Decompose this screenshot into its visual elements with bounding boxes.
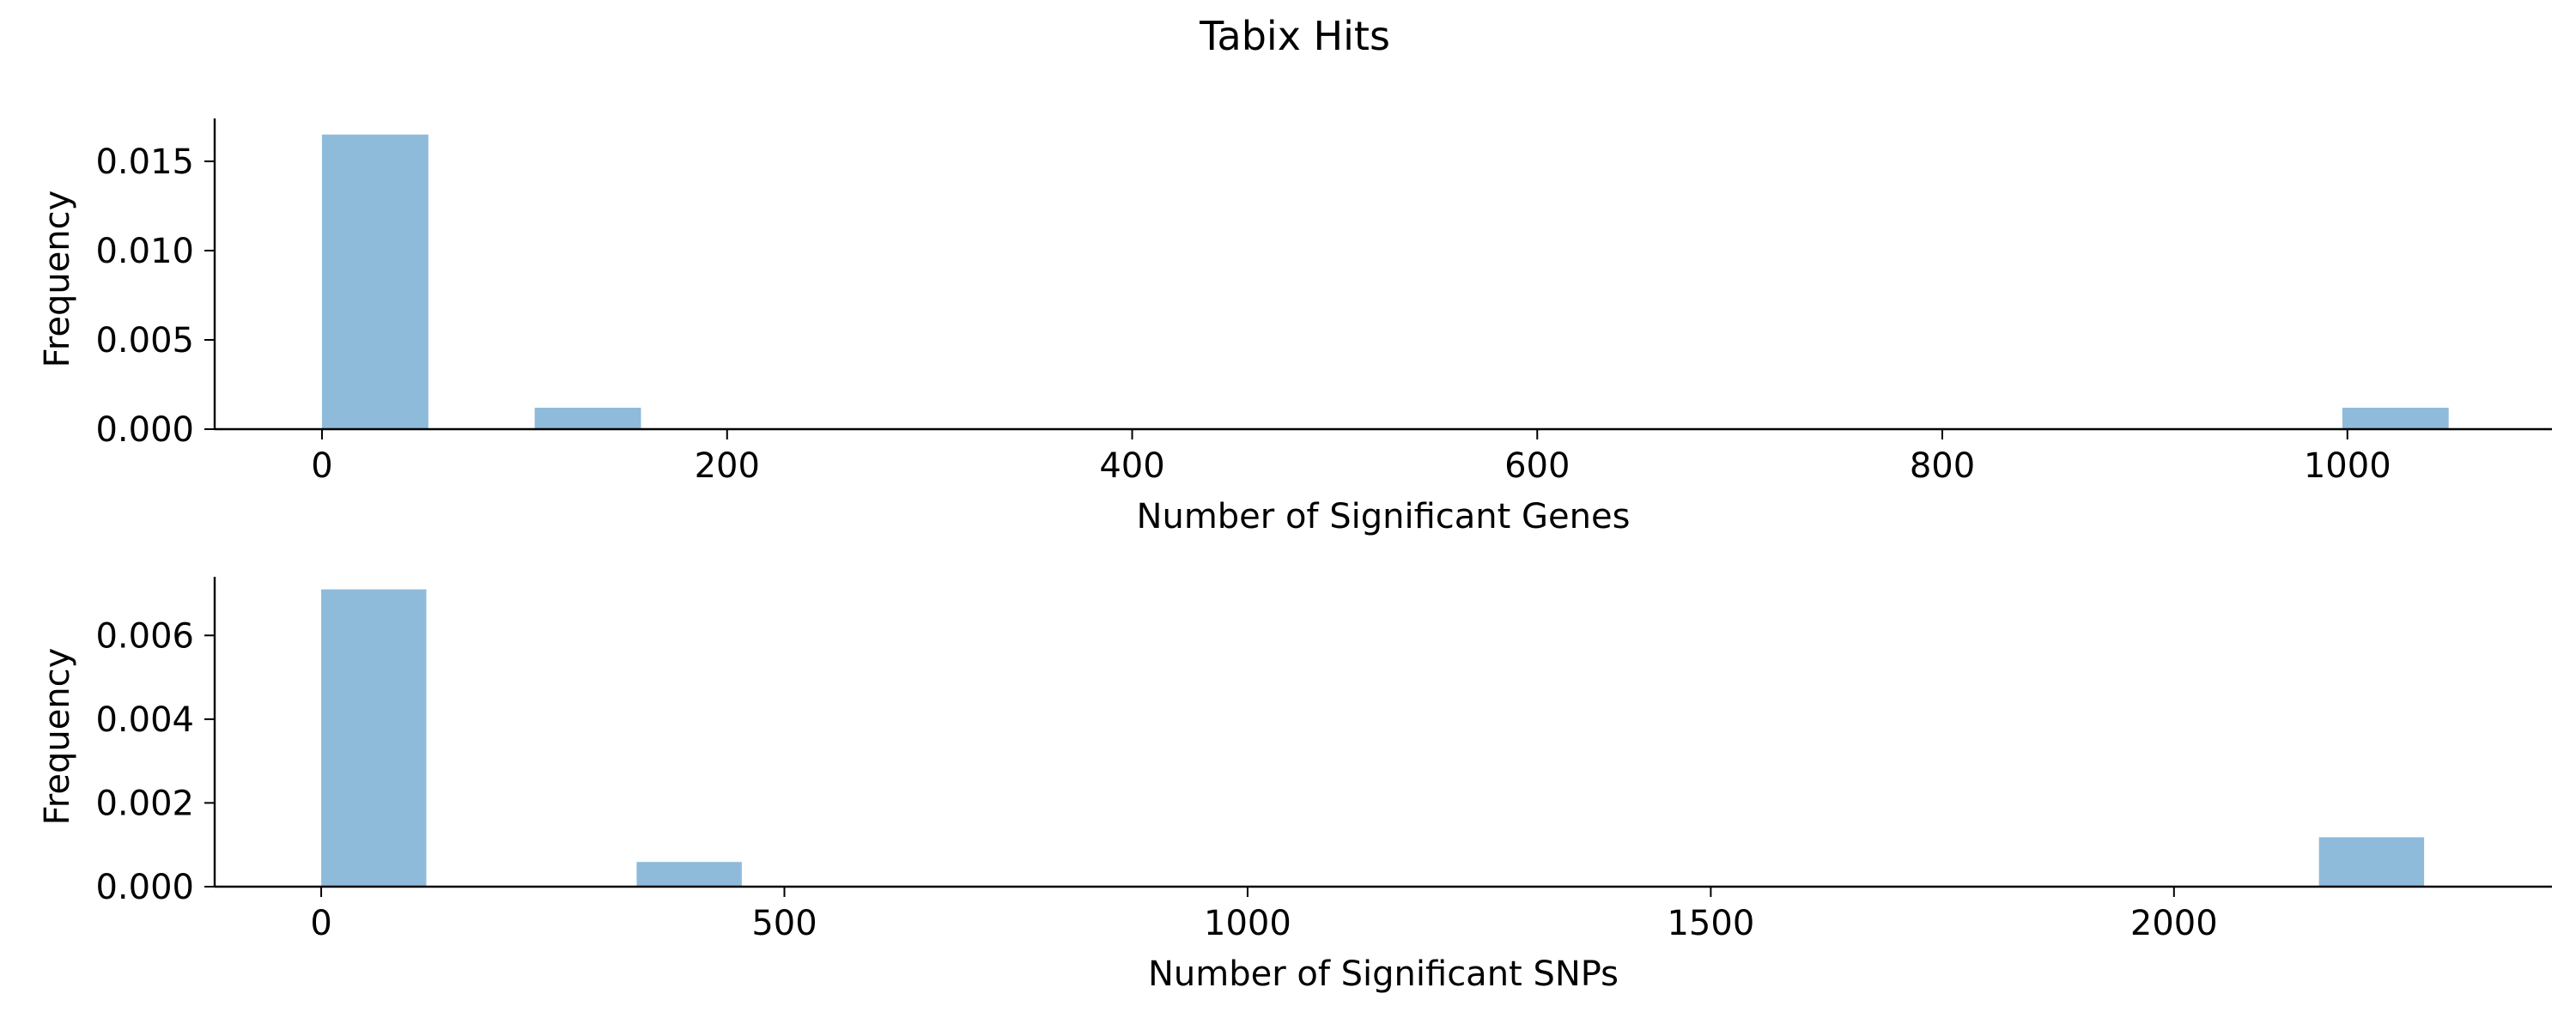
genes-y-tick-label: 0.005 <box>95 321 194 360</box>
genes-histogram-panel: Number of Significant Genes Frequency 0 2… <box>38 118 2552 536</box>
snps-x-axis-label: Number of Significant SNPs <box>1148 954 1619 994</box>
genes-x-tick-label: 200 <box>695 446 760 486</box>
snps-x-tick-label: 1500 <box>1667 904 1754 943</box>
genes-y-tick-label: 0.000 <box>95 410 194 450</box>
snps-histogram-bar <box>636 862 742 887</box>
snps-x-tick-label: 2000 <box>2130 904 2218 943</box>
snps-histogram-bar <box>321 589 427 887</box>
genes-x-axis-label: Number of Significant Genes <box>1137 497 1631 536</box>
snps-y-tick-label: 0.004 <box>95 700 194 740</box>
snps-x-tick-label: 0 <box>310 904 331 943</box>
genes-histogram-bar <box>2342 408 2449 429</box>
genes-x-tick-label: 600 <box>1504 446 1570 486</box>
snps-y-axis-label: Frequency <box>38 648 77 826</box>
genes-y-tick-label: 0.010 <box>95 232 194 271</box>
genes-y-tick-label: 0.015 <box>95 142 194 182</box>
snps-x-tick-label: 500 <box>751 904 817 943</box>
figure-title: Tabix Hits <box>1199 13 1390 59</box>
genes-histogram-bar <box>534 408 641 429</box>
snps-x-tick-label: 1000 <box>1204 904 1291 943</box>
genes-histogram-bar <box>322 134 428 430</box>
genes-x-tick-label: 0 <box>311 446 332 486</box>
snps-y-tick-label: 0.002 <box>95 784 194 823</box>
snps-histogram-bar <box>2318 837 2425 887</box>
snps-y-tick-label: 0.006 <box>95 616 194 656</box>
genes-x-tick-label: 400 <box>1099 446 1164 486</box>
snps-histogram-panel: Number of Significant SNPs Frequency 0 50… <box>38 577 2552 994</box>
genes-y-axis-label: Frequency <box>38 191 77 368</box>
genes-x-tick-label: 800 <box>1910 446 1975 486</box>
genes-x-tick-label: 1000 <box>2304 446 2391 486</box>
snps-y-tick-label: 0.000 <box>95 868 194 907</box>
